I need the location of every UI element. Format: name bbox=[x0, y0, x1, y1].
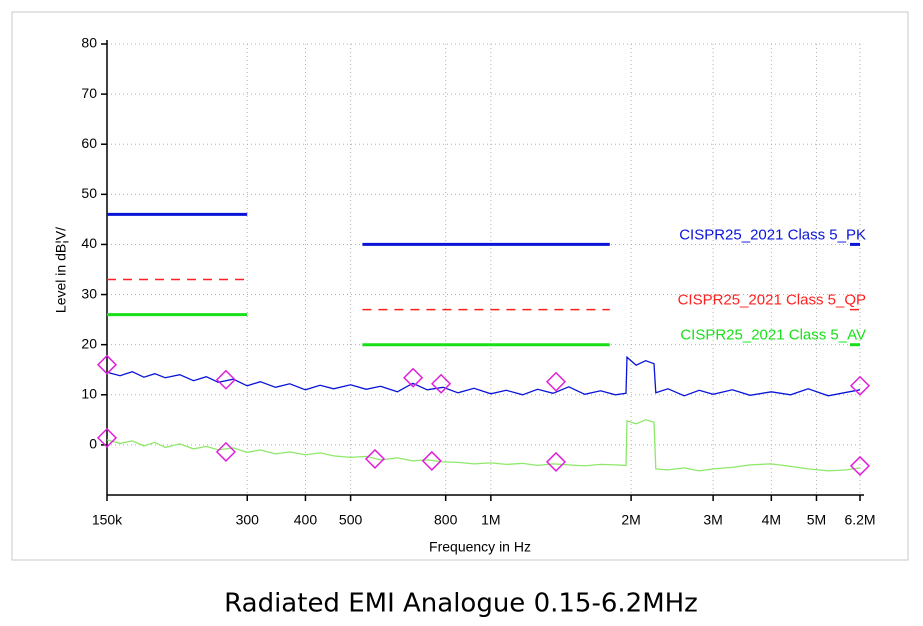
y-tick-label: 60 bbox=[81, 135, 97, 151]
limit-label: CISPR25_2021 Class 5_PK bbox=[679, 226, 866, 243]
x-tick-label: 5M bbox=[807, 512, 826, 528]
marker bbox=[849, 455, 871, 476]
y-axis-label: Level in dB¦V/ bbox=[53, 227, 69, 313]
y-tick-label: 70 bbox=[81, 85, 97, 101]
marker bbox=[364, 448, 386, 469]
marker bbox=[849, 375, 871, 396]
marker bbox=[545, 371, 567, 392]
x-axis-label: Frequency in Hz bbox=[429, 539, 531, 555]
chart-title: Radiated EMI Analogue 0.15-6.2MHz bbox=[224, 589, 698, 619]
x-tick-label: 800 bbox=[434, 512, 458, 528]
x-tick-label: 1M bbox=[481, 512, 500, 528]
marker bbox=[545, 451, 567, 472]
y-tick-label: 80 bbox=[81, 35, 97, 51]
x-tick-label: 400 bbox=[294, 512, 318, 528]
x-tick-label: 3M bbox=[703, 512, 722, 528]
y-tick-label: 0 bbox=[89, 436, 97, 452]
trace-line bbox=[106, 355, 861, 397]
limit-label: CISPR25_2021 Class 5_QP bbox=[678, 292, 866, 309]
y-tick-label: 10 bbox=[81, 385, 97, 401]
marker bbox=[215, 441, 236, 462]
limit-label: CISPR25_2021 Class 5_AV bbox=[680, 327, 866, 344]
marker bbox=[431, 373, 452, 394]
y-tick-label: 20 bbox=[81, 335, 97, 351]
x-tick-label: 2M bbox=[621, 512, 640, 528]
marker bbox=[215, 369, 236, 390]
y-tick-label: 30 bbox=[81, 285, 97, 301]
marker bbox=[403, 367, 424, 388]
marker bbox=[96, 354, 118, 375]
x-tick-label: 300 bbox=[236, 512, 260, 528]
trace-line bbox=[106, 419, 861, 472]
x-tick-label: 4M bbox=[762, 512, 781, 528]
x-tick-label: 6.2M bbox=[844, 512, 875, 528]
y-tick-label: 50 bbox=[81, 185, 97, 201]
x-tick-label: 150k bbox=[92, 512, 123, 528]
x-tick-label: 500 bbox=[339, 512, 363, 528]
marker bbox=[96, 427, 118, 448]
marker bbox=[421, 450, 442, 471]
chart-frame bbox=[11, 11, 909, 561]
y-tick-label: 40 bbox=[81, 235, 97, 251]
